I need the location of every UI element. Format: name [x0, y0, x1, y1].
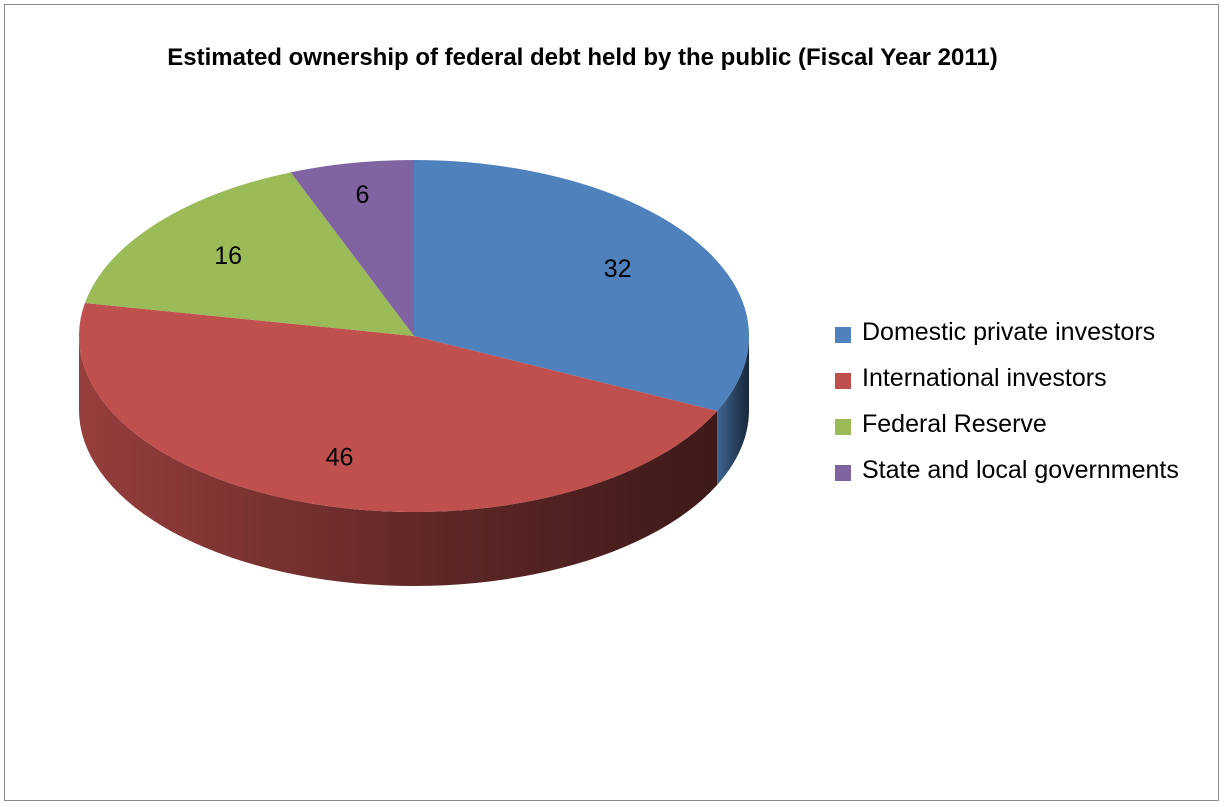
data-label-international-investors: 46 — [326, 444, 354, 472]
legend-label: International investors — [862, 364, 1107, 392]
data-label-federal-reserve: 16 — [214, 242, 242, 270]
pie-side-international-investors — [79, 336, 718, 586]
pie-side-domestic-private-investors — [717, 336, 749, 485]
legend-swatch — [835, 419, 851, 435]
legend-label: Federal Reserve — [862, 410, 1047, 438]
legend-label: Domestic private investors — [862, 318, 1156, 346]
data-label-state-and-local-governments: 6 — [356, 181, 370, 209]
pie-slice-domestic-private-investors — [414, 160, 750, 411]
pie-slice-state-and-local-governments — [290, 160, 414, 336]
pie-slice-federal-reserve — [84, 172, 415, 336]
legend-label: State and local governments — [862, 456, 1179, 484]
data-label-domestic-private-investors: 32 — [604, 255, 632, 283]
legend-swatch — [835, 373, 851, 389]
legend-swatch — [835, 465, 851, 481]
chart-title: Estimated ownership of federal debt held… — [167, 44, 998, 71]
pie-slice-international-investors — [78, 303, 718, 513]
legend-swatch — [835, 327, 851, 343]
